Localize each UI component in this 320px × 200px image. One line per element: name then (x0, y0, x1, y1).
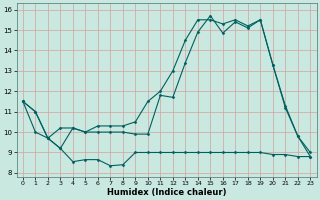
X-axis label: Humidex (Indice chaleur): Humidex (Indice chaleur) (107, 188, 226, 197)
